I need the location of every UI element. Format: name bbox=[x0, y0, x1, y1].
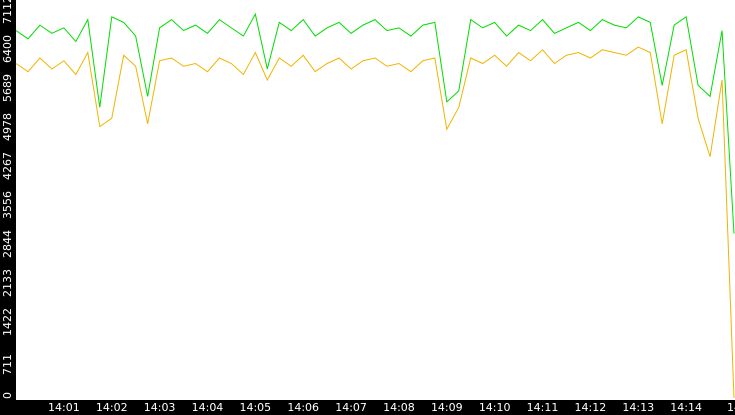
x-tick-label: 14:11 bbox=[527, 401, 559, 414]
y-tick-label: 4978 bbox=[1, 113, 14, 141]
y-tick-label: 5689 bbox=[1, 74, 14, 102]
series-line bbox=[15, 46, 735, 399]
y-tick-label: 0 bbox=[1, 392, 14, 399]
x-tick-label: 14:01 bbox=[48, 401, 80, 414]
y-tick-label: 7112 bbox=[1, 0, 14, 24]
x-tick-label: 14:13 bbox=[622, 401, 654, 414]
x-tick-label: 14:10 bbox=[479, 401, 511, 414]
x-tick-label: 14:05 bbox=[239, 401, 271, 414]
x-axis-bar bbox=[0, 400, 735, 415]
x-tick-label: 14:03 bbox=[144, 401, 176, 414]
y-tick-label: 6400 bbox=[1, 35, 14, 63]
x-tick-label: 14:04 bbox=[192, 401, 224, 414]
x-tick-label: 14 bbox=[727, 401, 735, 414]
y-tick-label: 2133 bbox=[1, 269, 14, 297]
x-tick-label: 14:08 bbox=[383, 401, 415, 414]
y-tick-label: 2844 bbox=[1, 230, 14, 258]
x-tick-label: 14:07 bbox=[335, 401, 367, 414]
y-tick-label: 4267 bbox=[1, 152, 14, 180]
x-tick-label: 14:06 bbox=[287, 401, 319, 414]
x-tick-label: 14:09 bbox=[431, 401, 463, 414]
series-line bbox=[15, 12, 735, 234]
y-tick-label: 711 bbox=[1, 354, 14, 375]
x-tick-label: 14:14 bbox=[670, 401, 702, 414]
y-tick-label: 3556 bbox=[1, 191, 14, 219]
y-tick-label: 1422 bbox=[1, 308, 14, 336]
x-tick-label: 14:02 bbox=[96, 401, 128, 414]
x-tick-label: 14:12 bbox=[575, 401, 607, 414]
y-axis-bar bbox=[0, 0, 16, 415]
